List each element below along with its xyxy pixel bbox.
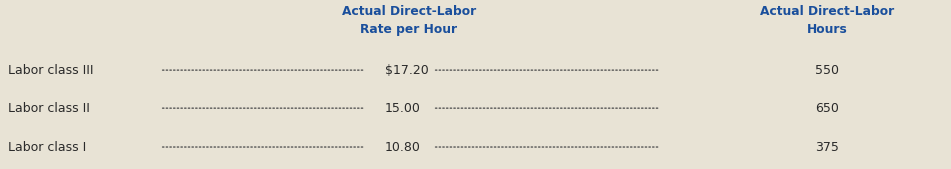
Text: 550: 550 <box>815 64 840 77</box>
Text: Actual Direct-Labor
Rate per Hour: Actual Direct-Labor Rate per Hour <box>341 5 476 36</box>
Text: Actual Direct-Labor
Hours: Actual Direct-Labor Hours <box>760 5 895 36</box>
Text: Labor class I: Labor class I <box>8 141 86 153</box>
Text: 10.80: 10.80 <box>385 141 421 153</box>
Text: 375: 375 <box>815 141 840 153</box>
Text: 650: 650 <box>815 102 840 115</box>
Text: Labor class II: Labor class II <box>8 102 89 115</box>
Text: Labor class III: Labor class III <box>8 64 93 77</box>
Text: $17.20: $17.20 <box>385 64 429 77</box>
Text: 15.00: 15.00 <box>385 102 421 115</box>
